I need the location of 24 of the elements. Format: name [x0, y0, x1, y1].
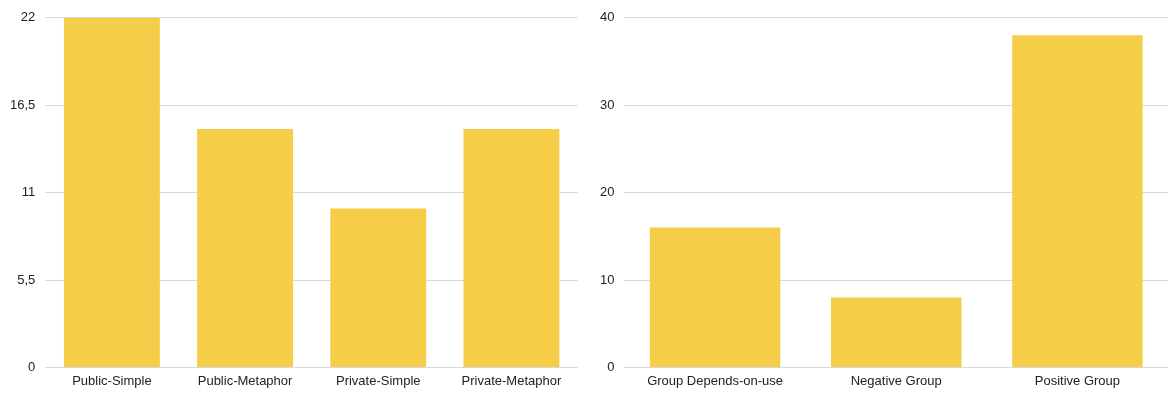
x-tick-label: Private-Metaphor: [461, 372, 562, 388]
bar: [463, 129, 560, 367]
bar: [649, 227, 781, 367]
bar: [197, 129, 294, 367]
bar: [330, 208, 427, 367]
x-tick-label: Group Depends-on-use: [647, 372, 783, 388]
x-tick-label: Public-Metaphor: [197, 372, 294, 388]
bar: [63, 17, 160, 367]
bar: [1012, 35, 1143, 367]
y-tick-label: 0: [28, 358, 36, 374]
y-tick-label: 10: [599, 271, 615, 287]
y-tick-label: 30: [599, 96, 615, 112]
bar: [831, 297, 962, 367]
x-tick-label: Negative Group: [850, 372, 942, 388]
y-tick-label: 11: [21, 184, 36, 200]
x-tick-label: Public-Simple: [72, 372, 152, 388]
y-tick-label: 22: [20, 9, 36, 25]
y-tick-label: 40: [599, 9, 615, 25]
x-tick-label: Positive Group: [1034, 372, 1121, 388]
y-tick-label: 5,5: [17, 271, 36, 287]
y-tick-label: 16,5: [9, 96, 36, 112]
y-tick-label: 20: [599, 184, 615, 200]
x-tick-label: Private-Simple: [335, 372, 421, 388]
y-tick-label: 0: [607, 358, 615, 374]
